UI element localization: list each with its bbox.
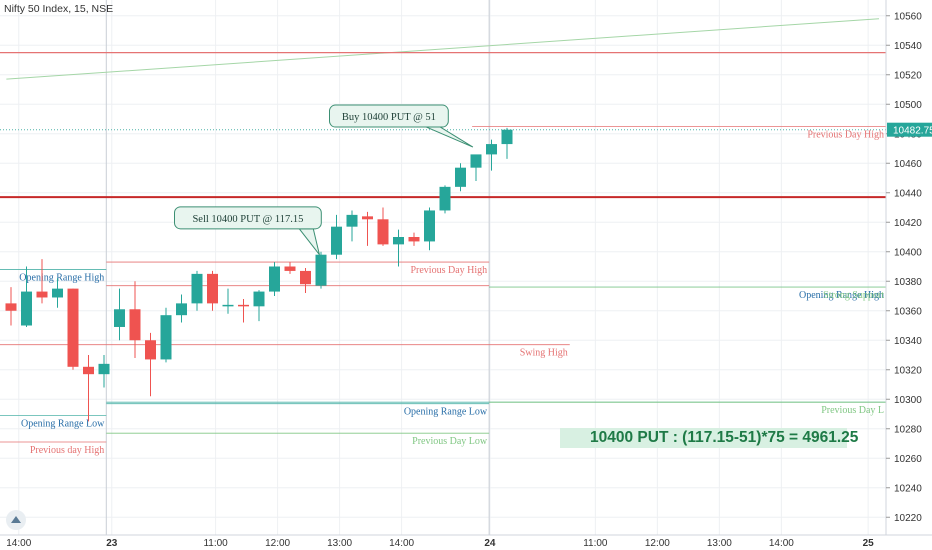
- candle-body: [222, 304, 234, 307]
- candle-body: [377, 219, 389, 245]
- price-tick-label: 10220: [894, 513, 922, 524]
- candle-body: [98, 363, 110, 375]
- candle-body: [21, 291, 32, 326]
- price-tick-label: 10240: [894, 483, 922, 494]
- pl-annotation: 10400 PUT : (117.15-51)*75 = 4961.25: [560, 428, 858, 448]
- price-tick-label: 10420: [894, 218, 922, 229]
- price-tick-label: 10320: [894, 365, 922, 376]
- price-tick-label: 10280: [894, 424, 922, 435]
- time-tick-label: 23: [106, 538, 118, 549]
- time-tick-label: 14:00: [389, 538, 414, 549]
- level-label: Strong Support: [823, 290, 884, 301]
- level-label: Opening Range Low: [21, 418, 105, 429]
- candle-body: [5, 303, 17, 311]
- level-label: Previous Day High: [410, 265, 487, 276]
- candle-body: [145, 340, 156, 360]
- callout-box: [174, 206, 322, 230]
- candle-body: [501, 129, 513, 145]
- candle-body: [486, 144, 497, 155]
- level-label: Previous Day L: [821, 405, 884, 416]
- candle-body: [253, 291, 265, 307]
- level-label: Swing High: [520, 348, 568, 359]
- candle-body: [160, 315, 172, 360]
- candle-body: [346, 214, 358, 227]
- price-tick-label: 10520: [894, 70, 922, 81]
- level-label: Opening Range High: [19, 272, 104, 283]
- time-tick-label: 25: [863, 538, 875, 549]
- tradingview-logo[interactable]: [6, 510, 26, 530]
- candle-body: [439, 186, 451, 211]
- price-tick-label: 10380: [894, 277, 922, 288]
- time-tick-label: 12:00: [265, 538, 290, 549]
- candle-body: [315, 254, 327, 286]
- time-tick-label: 12:00: [645, 538, 670, 549]
- time-tick-label: 13:00: [707, 538, 732, 549]
- time-tick-label: 11:00: [203, 538, 228, 549]
- candle-body: [284, 266, 296, 271]
- candle-body: [424, 210, 435, 242]
- symbol-title: Nifty 50 Index, 15, NSE: [4, 3, 114, 15]
- price-tick-label: 10360: [894, 306, 922, 317]
- callout-pointer: [298, 228, 320, 256]
- candle-body: [176, 303, 187, 316]
- price-tick-label: 10540: [894, 41, 922, 52]
- candle-body: [331, 226, 342, 255]
- last-price-label: 10482.75: [893, 126, 932, 137]
- price-tick-label: 10560: [894, 11, 922, 22]
- candle-body: [114, 309, 125, 327]
- time-tick-label: 14:00: [6, 538, 31, 549]
- level-label: Previous day High: [30, 445, 104, 456]
- candle-body: [408, 237, 420, 242]
- candle-body: [300, 270, 311, 285]
- callout-text: Sell 10400 PUT @ 117.15: [192, 214, 303, 225]
- callout-box: [329, 104, 449, 128]
- level-label: Opening Range Low: [404, 407, 488, 418]
- candle-body: [83, 366, 94, 375]
- price-tick-label: 10460: [894, 159, 922, 170]
- last-price-tag: [887, 122, 932, 137]
- time-tick-label: 14:00: [769, 538, 794, 549]
- candle-body: [362, 216, 373, 220]
- price-tick-label: 10440: [894, 188, 922, 199]
- candle-body: [470, 154, 482, 168]
- candle-body: [269, 266, 280, 292]
- callout-text: Buy 10400 PUT @ 51: [342, 112, 436, 123]
- time-tick-label: 13:00: [327, 538, 352, 549]
- price-tick-label: 10500: [894, 100, 922, 111]
- level-label: Opening Range High: [799, 290, 884, 301]
- time-tick-label: 24: [484, 538, 496, 549]
- candle-body: [393, 237, 404, 245]
- price-tick-label: 10260: [894, 454, 922, 465]
- candle-body: [67, 288, 79, 367]
- level-label: Previous Day Low: [412, 436, 488, 447]
- price-tick-label: 10400: [894, 247, 922, 258]
- candle-body: [191, 273, 203, 304]
- trendline: [6, 18, 880, 80]
- candle-body: [238, 304, 249, 307]
- candle-body: [207, 273, 218, 304]
- candle-body: [455, 167, 466, 187]
- time-tick-label: 11:00: [583, 538, 608, 549]
- candle-body: [36, 291, 48, 298]
- candle-body: [129, 309, 141, 341]
- candle-body: [52, 288, 63, 298]
- price-tick-label: 10340: [894, 336, 922, 347]
- price-tick-label: 10300: [894, 395, 922, 406]
- level-label: Previous Day High: [807, 129, 884, 140]
- logo-icon: [11, 516, 21, 523]
